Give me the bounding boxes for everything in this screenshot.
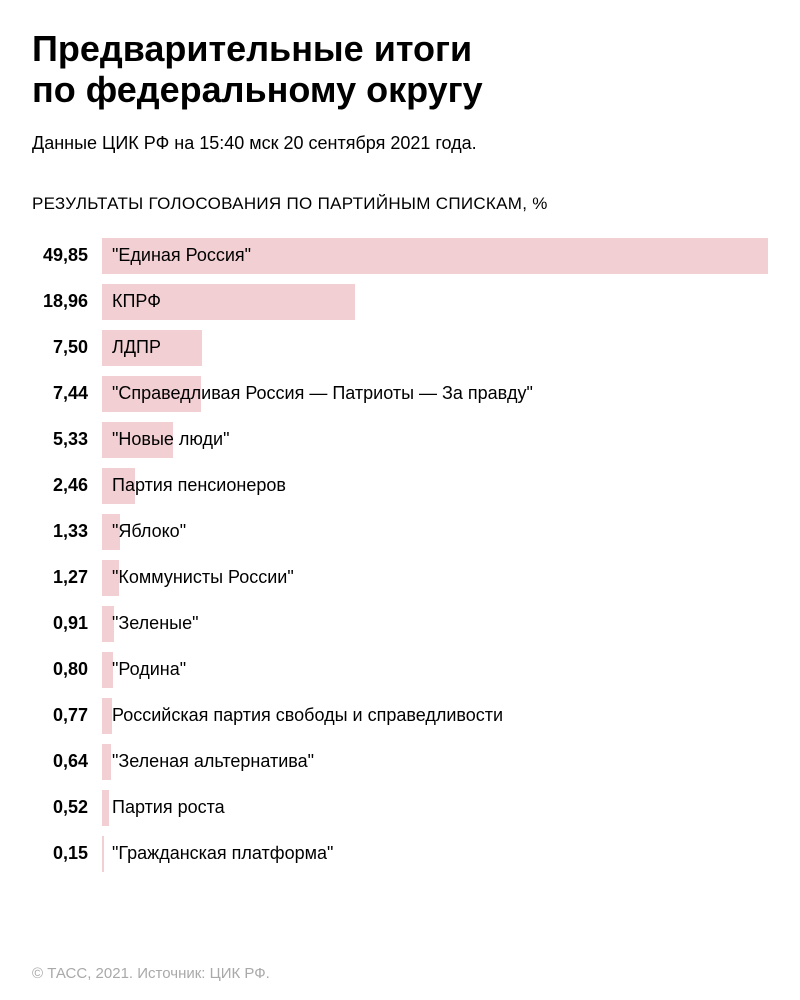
row-value: 5,33 [32, 429, 102, 450]
row-value: 1,33 [32, 521, 102, 542]
bar-area: Партия роста [102, 790, 768, 826]
row-value: 2,46 [32, 475, 102, 496]
chart-row: 1,33"Яблоко" [32, 514, 768, 550]
bar-area: "Новые люди" [102, 422, 768, 458]
row-value: 7,44 [32, 383, 102, 404]
chart-row: 7,44"Справедливая Россия — Патриоты — За… [32, 376, 768, 412]
row-value: 1,27 [32, 567, 102, 588]
row-label: Партия роста [102, 797, 225, 818]
bar-chart: 49,85"Единая Россия" 18,96КПРФ 7,50ЛДПР 7,4… [32, 238, 768, 872]
row-label: "Зеленые" [102, 613, 198, 634]
row-label: ЛДПР [102, 337, 161, 358]
chart-row: 0,15"Гражданская платформа" [32, 836, 768, 872]
row-label: "Яблоко" [102, 521, 186, 542]
row-label: Партия пенсионеров [102, 475, 286, 496]
row-value: 49,85 [32, 245, 102, 266]
bar-area: Партия пенсионеров [102, 468, 768, 504]
section-header: РЕЗУЛЬТАТЫ ГОЛОСОВАНИЯ ПО ПАРТИЙНЫМ СПИС… [32, 194, 768, 214]
chart-row: 7,50ЛДПР [32, 330, 768, 366]
chart-row: 5,33"Новые люди" [32, 422, 768, 458]
bar-area: КПРФ [102, 284, 768, 320]
chart-row: 18,96КПРФ [32, 284, 768, 320]
row-label: КПРФ [102, 291, 161, 312]
row-value: 0,64 [32, 751, 102, 772]
row-label: "Новые люди" [102, 429, 229, 450]
row-value: 0,15 [32, 843, 102, 864]
bar-area: Российская партия свободы и справедливос… [102, 698, 768, 734]
row-label: "Справедливая Россия — Патриоты — За пра… [102, 383, 533, 404]
bar-area: "Зеленая альтернатива" [102, 744, 768, 780]
row-label: "Гражданская платформа" [102, 843, 333, 864]
page-title: Предварительные итоги по федеральному ок… [32, 28, 768, 111]
row-value: 0,52 [32, 797, 102, 818]
subtitle: Данные ЦИК РФ на 15:40 мск 20 сентября 2… [32, 133, 768, 154]
chart-row: 0,64"Зеленая альтернатива" [32, 744, 768, 780]
chart-row: 0,91"Зеленые" [32, 606, 768, 642]
chart-row: 49,85"Единая Россия" [32, 238, 768, 274]
bar-area: "Единая Россия" [102, 238, 768, 274]
row-label: "Коммунисты России" [102, 567, 294, 588]
bar-area: "Справедливая Россия — Патриоты — За пра… [102, 376, 768, 412]
row-value: 0,77 [32, 705, 102, 726]
bar-area: "Зеленые" [102, 606, 768, 642]
bar-area: "Родина" [102, 652, 768, 688]
chart-row: 0,52Партия роста [32, 790, 768, 826]
row-label: Российская партия свободы и справедливос… [102, 705, 503, 726]
row-label: "Родина" [102, 659, 186, 680]
chart-row: 1,27"Коммунисты России" [32, 560, 768, 596]
row-label: "Зеленая альтернатива" [102, 751, 314, 772]
bar-area: ЛДПР [102, 330, 768, 366]
chart-row: 0,77Российская партия свободы и справедл… [32, 698, 768, 734]
row-label: "Единая Россия" [102, 245, 251, 266]
row-value: 7,50 [32, 337, 102, 358]
chart-row: 2,46Партия пенсионеров [32, 468, 768, 504]
bar-area: "Гражданская платформа" [102, 836, 768, 872]
chart-row: 0,80"Родина" [32, 652, 768, 688]
bar-area: "Коммунисты России" [102, 560, 768, 596]
row-value: 0,80 [32, 659, 102, 680]
bar-area: "Яблоко" [102, 514, 768, 550]
footer-credit: © ТАСС, 2021. Источник: ЦИК РФ. [32, 965, 270, 982]
row-value: 18,96 [32, 291, 102, 312]
row-value: 0,91 [32, 613, 102, 634]
